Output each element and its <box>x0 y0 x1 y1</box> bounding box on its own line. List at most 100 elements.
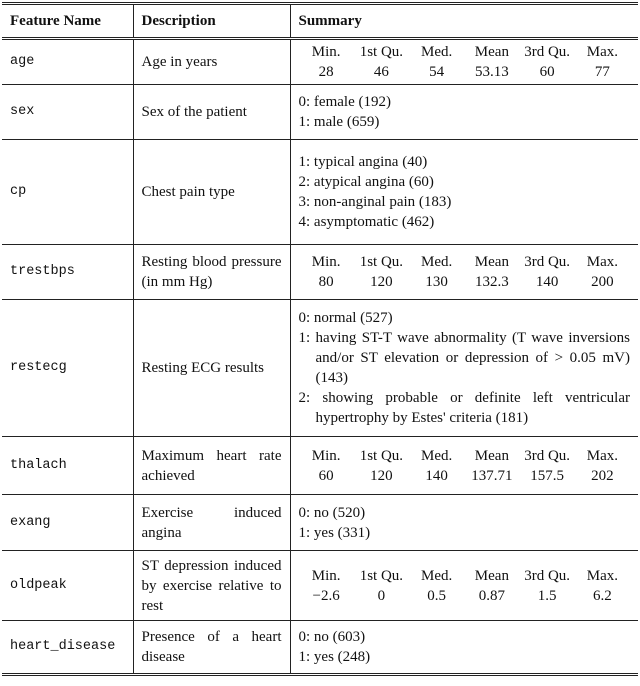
stat-label: Med. <box>421 254 453 270</box>
stat-label: Mean <box>474 44 509 60</box>
stat-label: 1st Qu. <box>359 44 404 60</box>
stat-label: Mean <box>474 447 509 464</box>
stat-label: 1st Qu. <box>359 254 404 270</box>
feature-name: oldpeak <box>2 550 133 621</box>
stat-value: 53.13 <box>475 64 509 80</box>
table-row: age Age in years Min. 1st Qu. Med. Mean 3rd Qu… <box>2 38 638 85</box>
feature-name: heart_disease <box>2 620 133 675</box>
stat-value: 140 <box>425 467 448 484</box>
stat-value: 202 <box>591 467 614 484</box>
feature-name: restecg <box>2 299 133 437</box>
stat-label: 3rd Qu. <box>524 44 571 60</box>
stat-label: Min. <box>311 254 341 270</box>
stat-label: 3rd Qu. <box>524 254 571 270</box>
summary-item: 1: yes (331) <box>298 524 371 541</box>
description: Sex of the patient <box>132 84 290 140</box>
summary-item: 2: atypical angina (60) <box>298 174 434 190</box>
summary-item: 1: yes (248) <box>298 649 371 665</box>
stat-label: 1st Qu. <box>359 447 404 464</box>
stat-value: 0.87 <box>478 587 505 604</box>
summary: 0: normal (527) 1: having ST-T wave abnor… <box>289 299 638 437</box>
stat-value: 200 <box>591 274 614 290</box>
table-row: oldpeak ST depression induced by exercise… <box>2 550 638 621</box>
summary: 0: female (192) 1: male (659) <box>289 84 638 140</box>
feature-name: cp <box>2 139 133 245</box>
stat-value: 60 <box>318 467 334 484</box>
summary: 0: no (520) 1: yes (331) <box>289 494 638 551</box>
feature-name: age <box>2 38 133 85</box>
stats-grid: Min. 1st Qu. Med. Mean 3rd Qu. Max. −2.6 0 0.5 0.… <box>299 566 631 606</box>
stat-value: −2.6 <box>312 587 340 604</box>
stat-value: 1.5 <box>537 587 557 604</box>
stat-label: Mean <box>474 254 509 270</box>
header-cell: Summary <box>289 3 638 40</box>
table-row: thalach Maximum heart rate achieved Min. 1s… <box>2 436 638 495</box>
stat-label: Min. <box>311 567 341 584</box>
stat-value: 28 <box>318 64 334 80</box>
description: Age in years <box>132 38 290 85</box>
stat-label: Max. <box>586 447 618 464</box>
stat-value: 0 <box>377 587 386 604</box>
table-row: sex Sex of the patient 0: female (192) 1: m… <box>2 84 638 140</box>
summary: Min. 1st Qu. Med. Mean 3rd Qu. Max. 60 120 140 13… <box>289 436 638 495</box>
stat-label: Min. <box>311 447 341 464</box>
summary-item: 2: showing probable or definite left ven… <box>298 390 631 426</box>
stat-value: 120 <box>370 467 393 484</box>
table-row: cp Chest pain type 1: typical angina (40) 2… <box>2 139 638 245</box>
stat-label: Min. <box>311 44 341 60</box>
description: Resting blood pressure (in mm Hg) <box>132 244 290 300</box>
table-row: exang Exercise induced angina 0: no (520) 1… <box>2 494 638 551</box>
stat-value: 120 <box>370 274 393 290</box>
stat-label: Max. <box>586 567 618 584</box>
stat-value: 137.71 <box>471 467 513 484</box>
feature-name: thalach <box>2 436 133 495</box>
stat-label: 3rd Qu. <box>524 567 571 584</box>
summary: Min. 1st Qu. Med. Mean 3rd Qu. Max. −2.6 0 0.5 0.… <box>289 550 638 621</box>
stat-value: 132.3 <box>475 274 509 290</box>
stat-value: 46 <box>373 64 389 80</box>
table-row: trestbps Resting blood pressure (in mm Hg… <box>2 244 638 300</box>
stat-value: 140 <box>535 274 559 290</box>
summary-item: 1: having ST-T wave abnormality (T wave … <box>298 330 631 386</box>
summary: 1: typical angina (40) 2: atypical angina… <box>289 139 638 245</box>
stat-label: Med. <box>421 567 453 584</box>
summary: 0: no (603) 1: yes (248) <box>289 620 638 675</box>
header-cell: Description <box>132 3 290 40</box>
stat-label: Max. <box>586 254 618 270</box>
stat-value: 54 <box>429 64 445 80</box>
table-row: restecg Resting ECG results 0: normal (527… <box>2 299 638 437</box>
stat-label: Med. <box>421 44 453 60</box>
description: Presence of a heart disease <box>132 620 290 675</box>
description: ST depression induced by exercise relati… <box>132 550 290 621</box>
stat-value: 157.5 <box>530 467 564 484</box>
summary: Min. 1st Qu. Med. Mean 3rd Qu. Max. 28 46 54 53.1… <box>289 38 638 85</box>
stat-value: 80 <box>318 274 334 290</box>
description: Exercise induced angina <box>132 494 290 551</box>
header-row: Feature Name Description Summary <box>2 3 638 40</box>
summary-item: 1: typical angina (40) <box>298 154 428 170</box>
description: Chest pain type <box>132 139 290 245</box>
summary-item: 4: asymptomatic (462) <box>298 214 435 230</box>
summary: Min. 1st Qu. Med. Mean 3rd Qu. Max. 80 120 130 13… <box>289 244 638 300</box>
summary-item: 0: female (192) <box>298 94 391 110</box>
description: Resting ECG results <box>132 299 290 437</box>
stat-value: 6.2 <box>593 587 612 604</box>
stats-grid: Min. 1st Qu. Med. Mean 3rd Qu. Max. 60 120 140 13… <box>299 446 631 486</box>
feature-name: trestbps <box>2 244 133 300</box>
stat-label: Max. <box>586 44 618 60</box>
feature-name: sex <box>2 84 133 140</box>
summary-item: 1: male (659) <box>298 114 380 130</box>
feature-name: exang <box>2 494 133 551</box>
stats-grid: Min. 1st Qu. Med. Mean 3rd Qu. Max. 80 120 130 13… <box>299 252 631 292</box>
stats-grid: Min. 1st Qu. Med. Mean 3rd Qu. Max. 28 46 54 53.1… <box>299 42 631 82</box>
stat-label: 1st Qu. <box>359 567 404 584</box>
stat-value: 130 <box>425 274 448 290</box>
table-row: heart_disease Presence of a heart disease… <box>2 620 638 675</box>
summary-item: 0: no (520) <box>298 504 366 521</box>
stat-value: 0.5 <box>427 587 446 604</box>
stat-label: 3rd Qu. <box>524 447 571 464</box>
summary-item: 0: no (603) <box>298 629 366 645</box>
stat-value: 60 <box>539 64 555 80</box>
feature-table: Feature Name Description Summary age Age … <box>2 2 638 676</box>
stat-label: Med. <box>421 447 453 464</box>
